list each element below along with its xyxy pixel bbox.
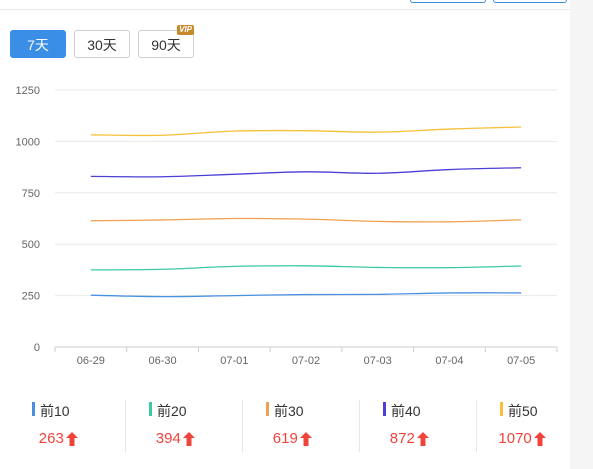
x-tick-label: 06-30 bbox=[149, 355, 177, 367]
scrollbar-track[interactable] bbox=[570, 0, 593, 469]
legend-item: 前10 263 bbox=[32, 395, 150, 455]
legend-label: 前20 bbox=[157, 403, 187, 419]
legend-value: 263 bbox=[38, 430, 64, 447]
y-tick-label: 1000 bbox=[16, 136, 40, 148]
y-tick-label: 0 bbox=[34, 342, 40, 354]
series-line-4 bbox=[90, 167, 522, 178]
legend-value: 872 bbox=[389, 430, 415, 447]
line-chart: 0 250 500 750 1000 1250 06-29 06-30 07-01 07-02 07… bbox=[16, 85, 558, 367]
legend-color-swatch bbox=[149, 402, 152, 416]
series-line-3 bbox=[90, 217, 522, 223]
range-button-30d[interactable]: 30天 bbox=[74, 30, 130, 58]
range-button-label: 30天 bbox=[87, 37, 117, 53]
legend-value: 394 bbox=[155, 430, 181, 447]
up-arrow-icon bbox=[183, 432, 195, 446]
y-tick-label: 500 bbox=[22, 239, 40, 251]
range-button-label: 7天 bbox=[27, 37, 49, 53]
series-line-2 bbox=[90, 265, 522, 271]
legend-color-swatch bbox=[500, 402, 503, 416]
x-tick-label: 07-03 bbox=[364, 355, 392, 367]
y-tick-label: 750 bbox=[22, 188, 40, 200]
legend-color-swatch bbox=[266, 402, 269, 416]
legend-item: 前50 1070 bbox=[498, 395, 593, 455]
vip-badge: VIP bbox=[177, 25, 194, 35]
x-tick-label: 07-05 bbox=[507, 355, 535, 367]
up-arrow-icon bbox=[534, 432, 546, 446]
up-arrow-icon bbox=[417, 432, 429, 446]
y-tick-label: 1250 bbox=[16, 85, 40, 97]
x-tick-label: 07-04 bbox=[435, 355, 463, 367]
legend-separator bbox=[476, 400, 477, 452]
range-button-label: 90天 bbox=[151, 37, 181, 53]
legend-separator bbox=[125, 400, 126, 452]
legend-label: 前10 bbox=[40, 403, 70, 419]
x-tick-label: 07-02 bbox=[292, 355, 320, 367]
header-button-left[interactable] bbox=[410, 0, 486, 3]
up-arrow-icon bbox=[66, 432, 78, 446]
legend-separator bbox=[359, 400, 360, 452]
legend-item: 前20 394 bbox=[149, 395, 267, 455]
legend-label: 前50 bbox=[508, 403, 538, 419]
range-button-90d[interactable]: 90天 VIP bbox=[138, 25, 194, 58]
legend-separator bbox=[242, 400, 243, 452]
legend-label: 前40 bbox=[391, 403, 421, 419]
legend-color-swatch bbox=[383, 402, 386, 416]
range-button-7d[interactable]: 7天 bbox=[10, 30, 66, 58]
legend-value: 619 bbox=[272, 430, 298, 447]
series-line-5 bbox=[90, 126, 522, 137]
header-divider bbox=[0, 9, 570, 10]
legend-value: 1070 bbox=[498, 430, 532, 447]
legend-color-swatch bbox=[32, 402, 35, 416]
y-tick-label: 250 bbox=[22, 291, 40, 303]
x-tick-label: 06-29 bbox=[77, 355, 105, 367]
legend-item: 前30 619 bbox=[266, 395, 384, 455]
header-button-right[interactable] bbox=[493, 0, 567, 3]
legend-item: 前40 872 bbox=[383, 395, 501, 455]
x-tick-label: 07-01 bbox=[220, 355, 248, 367]
series-line-1 bbox=[90, 292, 522, 298]
up-arrow-icon bbox=[300, 432, 312, 446]
legend-label: 前30 bbox=[274, 403, 304, 419]
